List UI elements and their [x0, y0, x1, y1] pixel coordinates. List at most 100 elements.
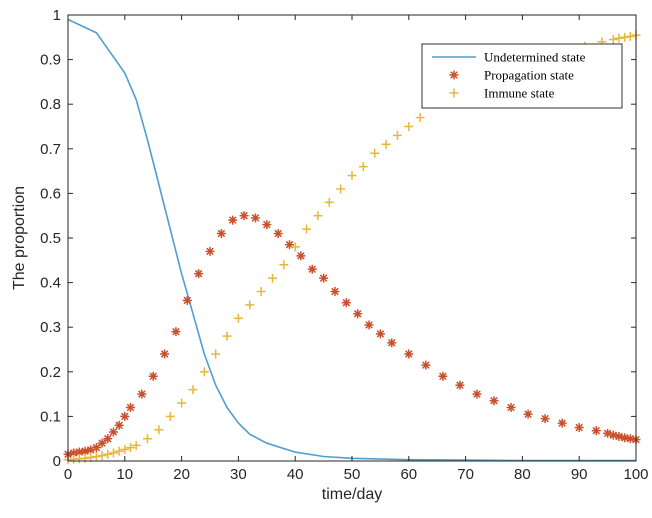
data-point — [313, 211, 323, 221]
data-point — [392, 130, 402, 140]
x-tick-label: 80 — [514, 466, 531, 483]
data-point — [364, 320, 374, 330]
data-point — [125, 443, 135, 453]
data-point — [330, 287, 340, 297]
data-point — [506, 402, 516, 412]
data-point — [540, 414, 550, 424]
data-point — [614, 33, 624, 43]
data-point — [557, 418, 567, 428]
x-tick-label: 0 — [64, 466, 72, 483]
data-point — [472, 389, 482, 399]
data-point — [216, 229, 226, 239]
data-point — [114, 420, 124, 430]
y-tick-label: 0.6 — [40, 185, 61, 202]
data-point — [137, 389, 147, 399]
data-point — [143, 434, 153, 444]
data-point — [381, 139, 391, 149]
data-point — [387, 338, 397, 348]
data-point — [262, 220, 272, 230]
y-tick-label: 0.4 — [40, 275, 61, 292]
data-point — [370, 148, 380, 158]
x-tick-label: 70 — [457, 466, 474, 483]
data-point — [188, 385, 198, 395]
data-point — [154, 425, 164, 435]
data-point — [608, 430, 618, 440]
data-point — [625, 31, 635, 41]
data-point — [228, 215, 238, 225]
data-point — [324, 197, 334, 207]
x-tick-label: 10 — [116, 466, 133, 483]
data-marks — [63, 18, 641, 465]
data-point — [296, 251, 306, 261]
x-tick-label: 50 — [344, 466, 361, 483]
data-point — [165, 411, 175, 421]
data-point — [319, 273, 329, 283]
data-point — [347, 171, 357, 181]
data-point — [438, 371, 448, 381]
data-point — [375, 329, 385, 339]
legend-entry: Undetermined state — [432, 50, 586, 65]
y-tick-label: 0.9 — [40, 52, 61, 69]
x-axis-label: time/day — [322, 486, 382, 503]
legend-label: Propagation state — [484, 68, 574, 83]
data-point — [267, 273, 277, 283]
axes — [67, 14, 637, 462]
data-point — [279, 260, 289, 270]
data-point — [625, 434, 635, 444]
legend-label: Immune state — [484, 86, 555, 101]
y-tick-label: 0.1 — [40, 408, 61, 425]
data-point — [591, 426, 601, 436]
data-point — [171, 327, 181, 337]
data-point — [574, 423, 584, 433]
series-2 — [63, 211, 641, 459]
data-point — [233, 313, 243, 323]
data-point — [91, 443, 101, 453]
legend-entry: Propagation state — [449, 68, 574, 83]
y-tick-label: 0.5 — [40, 230, 61, 247]
x-tick-label: 100 — [623, 466, 648, 483]
data-point — [160, 349, 170, 359]
legend-label: Undetermined state — [484, 50, 586, 65]
data-point — [131, 440, 141, 450]
data-point — [120, 411, 130, 421]
data-point — [620, 32, 630, 42]
legend-marker-swatch — [449, 70, 459, 80]
data-point — [250, 213, 260, 223]
legend-entry: Immune state — [449, 86, 555, 101]
series-line — [67, 18, 636, 462]
data-point — [256, 287, 266, 297]
data-point — [222, 331, 232, 341]
data-point — [108, 427, 118, 437]
data-point — [114, 446, 124, 456]
data-point — [273, 229, 283, 239]
data-point — [108, 448, 118, 458]
data-point — [211, 349, 221, 359]
data-point — [148, 371, 158, 381]
data-point — [125, 402, 135, 412]
legend-marker-swatch — [449, 88, 459, 98]
data-point — [199, 367, 209, 377]
data-point — [194, 269, 204, 279]
data-point — [489, 396, 499, 406]
data-point — [86, 452, 96, 462]
x-tick-label: 40 — [287, 466, 304, 483]
data-point — [103, 434, 113, 444]
data-point — [404, 349, 414, 359]
y-tick-label: 0.2 — [40, 364, 61, 381]
data-point — [614, 431, 624, 441]
x-tick-label: 90 — [571, 466, 588, 483]
data-point — [307, 264, 317, 274]
data-point — [608, 35, 618, 45]
data-point — [455, 380, 465, 390]
data-point — [177, 398, 187, 408]
data-point — [353, 309, 363, 319]
data-point — [523, 409, 533, 419]
y-tick-label: 0.8 — [40, 96, 61, 113]
series-1 — [67, 18, 636, 462]
data-point — [421, 360, 431, 370]
data-point — [336, 184, 346, 194]
data-point — [302, 224, 312, 234]
data-point — [103, 449, 113, 459]
data-point — [182, 295, 192, 305]
